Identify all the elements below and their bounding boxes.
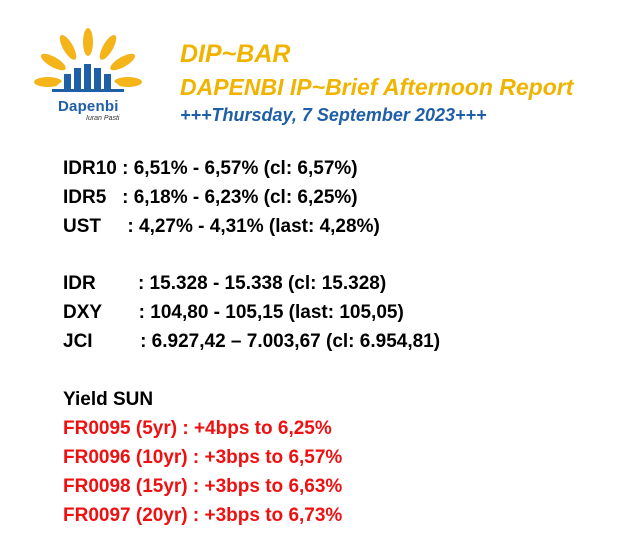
yield-row-fr0098: FR0098 (15yr) : +3bps to 6,63%	[63, 476, 343, 497]
yield-row-fr0096: FR0096 (10yr) : +3bps to 6,57%	[63, 447, 343, 468]
yield-row-fr0097: FR0097 (20yr) : +3bps to 6,73%	[63, 505, 343, 526]
yield-row-fr0095: FR0095 (5yr) : +4bps to 6,25%	[63, 418, 332, 439]
market-row-dxy: DXY : 104,80 - 105,15 (last: 105,05)	[63, 302, 404, 323]
report-title: DIP~BAR	[180, 40, 291, 68]
report-date: +++Thursday, 7 September 2023+++	[180, 105, 487, 125]
logo-brand: Dapenbi	[58, 98, 119, 115]
logo-tagline: Iuran Pasti	[86, 115, 120, 122]
dapenbi-logo	[34, 28, 142, 92]
bond-row-ust: UST : 4,27% - 4,31% (last: 4,28%)	[63, 216, 380, 237]
bond-row-idr5: IDR5 : 6,18% - 6,23% (cl: 6,25%)	[63, 187, 358, 208]
market-row-jci: JCI : 6.927,42 – 7.003,67 (cl: 6.954,81)	[63, 331, 441, 352]
bond-row-idr10: IDR10 : 6,51% - 6,57% (cl: 6,57%)	[63, 158, 358, 179]
market-row-idr: IDR : 15.328 - 15.338 (cl: 15.328)	[63, 273, 387, 294]
yield-sun-heading: Yield SUN	[63, 389, 154, 410]
report-subtitle: DAPENBI IP~Brief Afternoon Report	[180, 74, 574, 100]
